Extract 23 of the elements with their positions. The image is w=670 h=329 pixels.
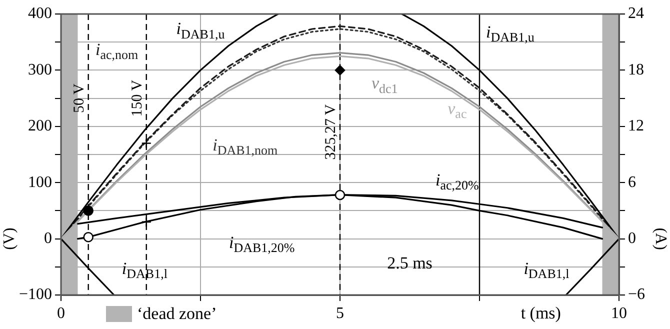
x-tick-label: 10 [611, 304, 627, 322]
y-tick-label: 300 [28, 61, 52, 78]
y2-axis-title: (A) [652, 228, 669, 250]
ref-line-label: 325,27 V [322, 104, 339, 160]
y2-tick-label: −6 [628, 286, 646, 304]
ref-line-label: 150 V [129, 80, 146, 117]
annotation: 2.5 ms [387, 254, 432, 273]
y-tick-label: −100 [18, 286, 52, 304]
y-tick-label: 200 [28, 118, 52, 135]
y2-tick-label: 24 [628, 5, 644, 22]
y-axis-title: (V) [1, 228, 18, 250]
x-axis-title: t (ms) [520, 303, 561, 322]
y2-tick-label: 0 [628, 230, 636, 248]
y2-tick-label: 12 [628, 118, 644, 135]
y2-tick-label: 18 [628, 61, 644, 78]
y-tick-label: 0 [44, 230, 52, 248]
legend-label: ‘dead zone’ [137, 304, 217, 324]
x-tick-label: 0 [57, 304, 65, 322]
y2-tick-label: 6 [628, 174, 636, 191]
y-tick-label: 400 [28, 5, 52, 22]
ref-line-label: 50 V [71, 83, 88, 113]
y-tick-label: 100 [28, 174, 52, 191]
x-tick-label: 5 [336, 304, 344, 322]
